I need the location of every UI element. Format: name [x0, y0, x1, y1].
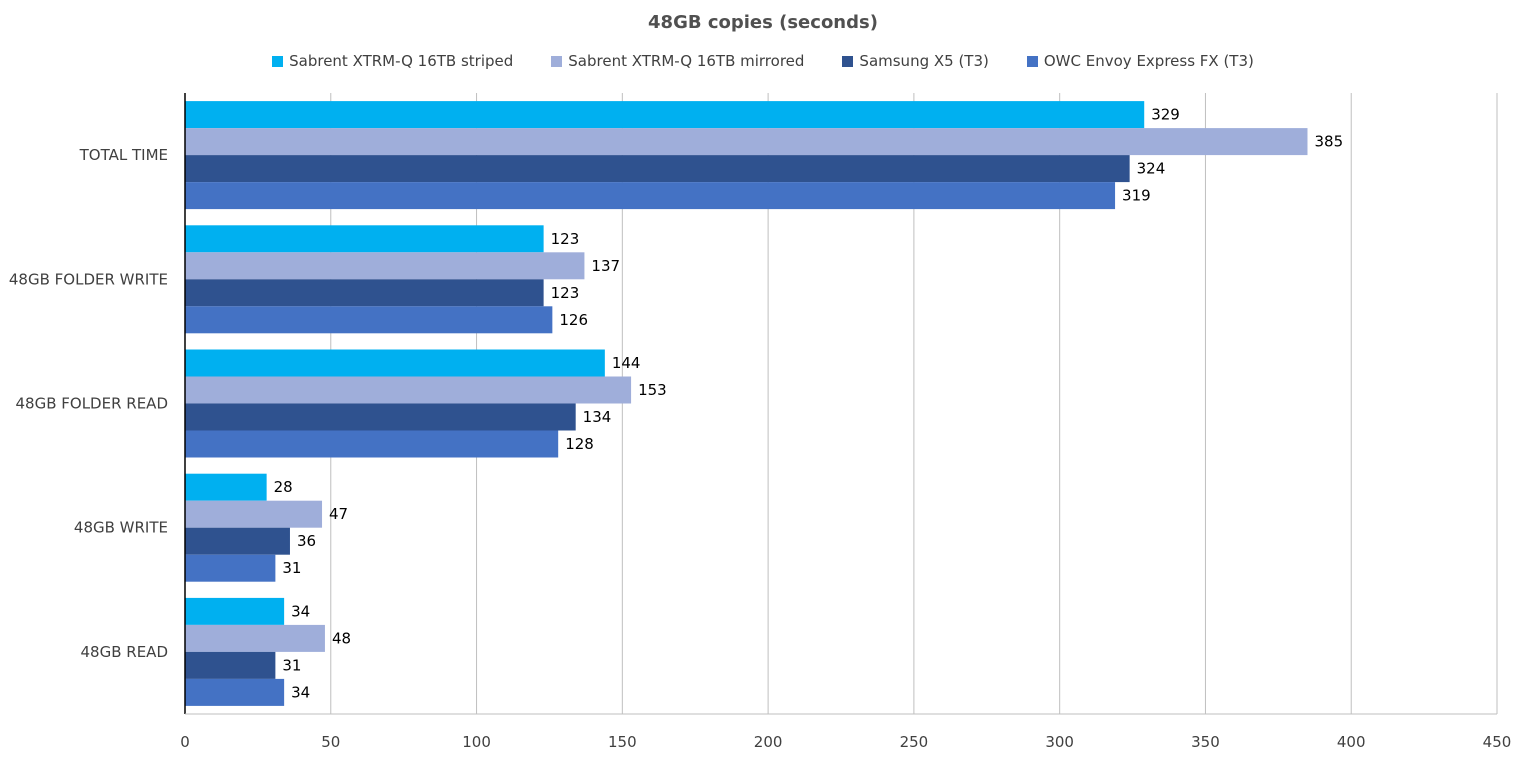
bar	[185, 252, 585, 280]
data-label: 123	[551, 284, 580, 302]
bar	[185, 473, 267, 501]
data-label: 34	[291, 683, 310, 701]
bar	[185, 651, 276, 679]
data-label: 153	[638, 381, 667, 399]
legend-label: Samsung X5 (T3)	[859, 52, 989, 70]
data-label: 123	[551, 230, 580, 248]
bar	[185, 430, 559, 458]
data-label: 144	[612, 354, 641, 372]
legend-label: Sabrent XTRM-Q 16TB mirrored	[568, 52, 805, 70]
legend-item: OWC Envoy Express FX (T3)	[1026, 52, 1254, 70]
legend: Sabrent XTRM-Q 16TB striped Sabrent XTRM-…	[0, 52, 1526, 70]
legend-swatch	[1026, 55, 1038, 67]
bar	[185, 554, 276, 582]
x-tick-label: 300	[1045, 733, 1074, 751]
data-label: 324	[1137, 160, 1166, 178]
legend-swatch	[272, 55, 284, 67]
bar	[185, 678, 285, 706]
bar	[185, 225, 544, 253]
legend-item: Samsung X5 (T3)	[842, 52, 989, 70]
category-label: 48GB WRITE	[74, 519, 168, 537]
data-label: 34	[291, 602, 310, 620]
legend-item: Sabrent XTRM-Q 16TB mirrored	[551, 52, 804, 70]
bar	[185, 155, 1130, 183]
x-tick-label: 200	[754, 733, 783, 751]
data-label: 47	[329, 505, 348, 523]
bar	[185, 101, 1145, 129]
data-label: 31	[282, 559, 301, 577]
legend-label: OWC Envoy Express FX (T3)	[1043, 52, 1254, 70]
legend-label: Sabrent XTRM-Q 16TB striped	[289, 52, 514, 70]
data-label: 48	[332, 629, 351, 647]
chart-title: 48GB copies (seconds)	[648, 12, 878, 33]
category-label: 48GB READ	[81, 643, 168, 661]
data-label: 28	[274, 478, 293, 496]
bar	[185, 376, 632, 404]
bar	[185, 306, 553, 334]
bar	[185, 500, 323, 528]
data-label: 385	[1314, 133, 1343, 151]
category-label: 48GB FOLDER WRITE	[9, 270, 168, 288]
legend-item: Sabrent XTRM-Q 16TB striped	[272, 52, 513, 70]
bar	[185, 128, 1308, 156]
bar	[185, 624, 325, 652]
bar	[185, 527, 290, 555]
legend-swatch	[842, 55, 854, 67]
bar	[185, 597, 285, 625]
bar	[185, 279, 544, 307]
data-label: 329	[1151, 106, 1180, 124]
data-label: 137	[591, 257, 620, 275]
data-label: 126	[559, 311, 588, 329]
bar	[185, 182, 1116, 210]
data-label: 31	[282, 656, 301, 674]
bar	[185, 349, 605, 377]
bar	[185, 403, 576, 431]
data-label: 36	[297, 532, 316, 550]
category-label: 48GB FOLDER READ	[16, 395, 169, 413]
x-tick-label: 50	[321, 733, 340, 751]
legend-swatch	[551, 55, 563, 67]
data-label: 128	[565, 435, 594, 453]
data-label: 134	[583, 408, 612, 426]
x-tick-label: 400	[1337, 733, 1366, 751]
category-label: TOTAL TIME	[79, 146, 168, 164]
x-tick-label: 100	[462, 733, 491, 751]
x-tick-label: 350	[1191, 733, 1220, 751]
x-tick-label: 0	[180, 733, 190, 751]
x-tick-label: 250	[900, 733, 929, 751]
x-tick-label: 150	[608, 733, 637, 751]
data-label: 319	[1122, 187, 1151, 205]
x-tick-label: 450	[1483, 733, 1512, 751]
